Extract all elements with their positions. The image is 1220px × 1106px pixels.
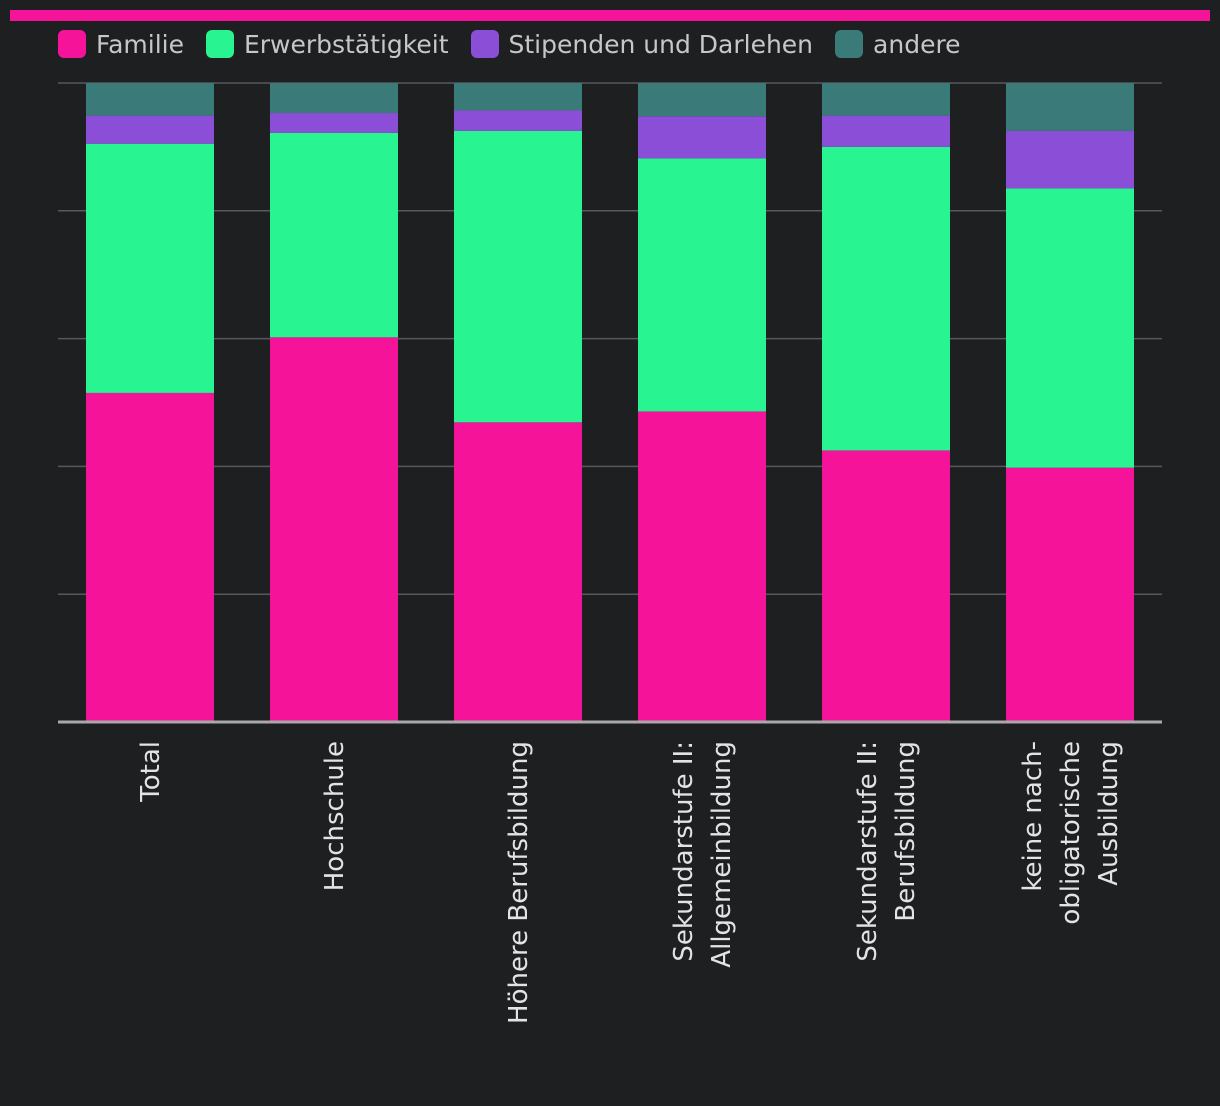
bar-segment-stipenden-und-darlehen — [270, 113, 398, 133]
x-tick-label: keine nach- — [1018, 741, 1048, 892]
bar-segment-stipenden-und-darlehen — [86, 115, 214, 144]
legend-swatch — [205, 30, 234, 58]
legend-label: Stipenden und Darlehen — [508, 29, 814, 59]
x-tick-label: Höhere Berufsbildung — [504, 741, 534, 1024]
bar-segment-familie — [270, 337, 398, 722]
legend-swatch — [470, 30, 499, 58]
bar-segment-erwerbst-tigkeit — [638, 158, 766, 412]
x-tick-label: Hochschule — [320, 741, 350, 891]
x-tick-label: Berufsbildung — [891, 741, 921, 922]
accent-top-bar — [10, 10, 1210, 21]
x-tick-label: obligatorische — [1056, 741, 1086, 925]
legend-swatch — [835, 30, 864, 58]
bar-segment-stipenden-und-darlehen — [454, 110, 582, 131]
x-tick-label: Sekundarstufe II: — [853, 741, 883, 962]
bar-segment-andere — [270, 83, 398, 114]
legend-item-2: Stipenden und Darlehen — [470, 29, 814, 59]
legend-item-0: Familie — [58, 30, 184, 59]
x-tick-label: Allgemeinbildung — [707, 741, 737, 968]
legend-label: Familie — [96, 29, 184, 59]
legend-swatch — [58, 30, 86, 58]
bar-segment-andere — [1006, 83, 1134, 131]
bar-segment-familie — [454, 422, 582, 722]
bar-segment-familie — [638, 411, 766, 722]
bar-segment-erwerbst-tigkeit — [454, 130, 582, 423]
x-tick-label: Sekundarstufe II: — [669, 741, 699, 962]
bar-segment-andere — [86, 83, 214, 116]
bar-segment-andere — [638, 83, 766, 117]
x-tick-label: Total — [136, 741, 166, 803]
bar-segment-stipenden-und-darlehen — [638, 116, 766, 159]
bar-segment-erwerbst-tigkeit — [270, 132, 398, 338]
x-tick-label: Ausbildung — [1094, 741, 1124, 886]
bar-segment-stipenden-und-darlehen — [1006, 130, 1134, 189]
legend-item-1: Erwerbstätigkeit — [205, 29, 449, 59]
chart-legend: Familie Erwerbstätigkeit Stipenden und Dar… — [58, 26, 983, 62]
bar-segment-familie — [822, 450, 950, 722]
bar-segment-stipenden-und-darlehen — [822, 115, 950, 147]
bar-segment-andere — [454, 83, 582, 111]
legend-item-3: andere — [835, 30, 961, 59]
bar-segment-erwerbst-tigkeit — [822, 146, 950, 451]
bar-segment-erwerbst-tigkeit — [1006, 188, 1134, 468]
legend-label: Erwerbstätigkeit — [243, 29, 449, 59]
legend-label: andere — [873, 29, 961, 59]
bar-segment-familie — [1006, 467, 1134, 722]
bar-segment-andere — [822, 83, 950, 116]
bar-segment-erwerbst-tigkeit — [86, 143, 214, 393]
bar-segment-familie — [86, 392, 214, 722]
